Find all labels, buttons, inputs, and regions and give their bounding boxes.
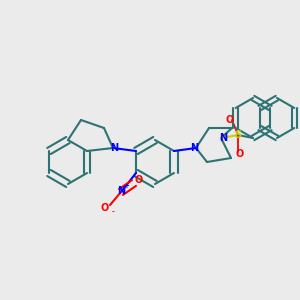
Text: S: S bbox=[234, 130, 242, 140]
Text: -: - bbox=[112, 209, 114, 215]
Text: O: O bbox=[226, 115, 234, 125]
Text: N: N bbox=[117, 186, 125, 196]
Text: N: N bbox=[190, 143, 198, 153]
Text: O: O bbox=[236, 149, 244, 159]
Text: O: O bbox=[135, 175, 143, 185]
Text: O: O bbox=[101, 203, 109, 213]
Text: N: N bbox=[110, 143, 118, 153]
Text: N: N bbox=[219, 133, 227, 143]
Text: +: + bbox=[123, 183, 129, 189]
